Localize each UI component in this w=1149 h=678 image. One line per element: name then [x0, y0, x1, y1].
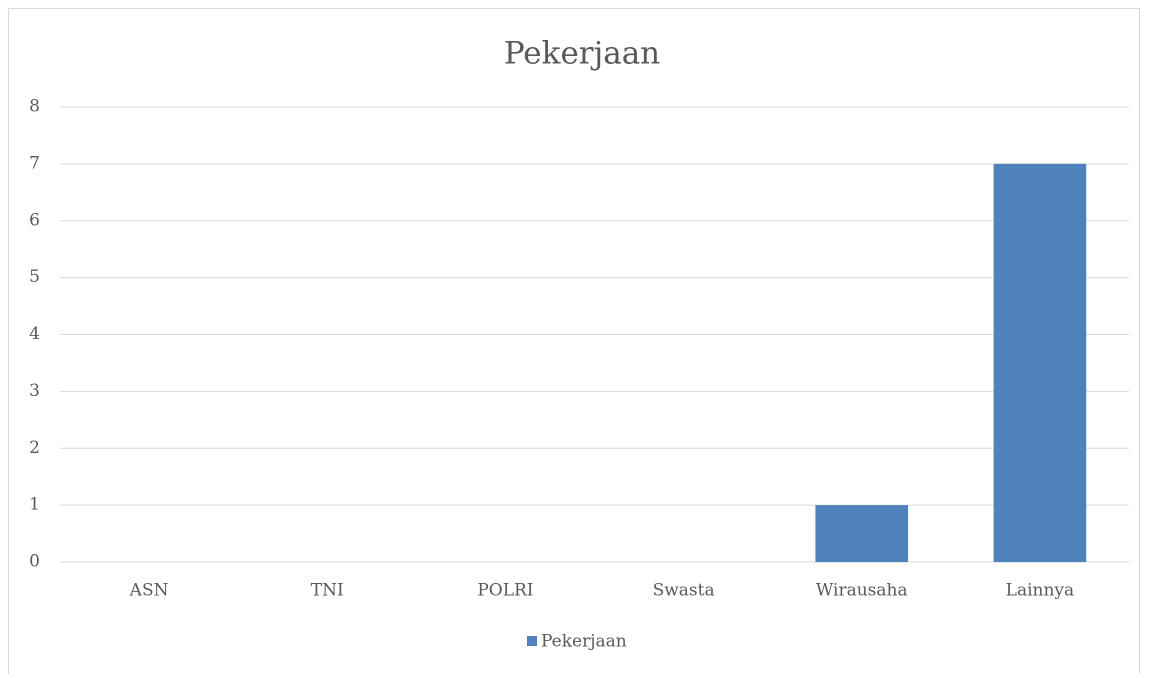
bar: [993, 163, 1087, 562]
y-tick-label: 3: [29, 381, 40, 401]
legend-swatch: [527, 636, 537, 646]
x-tick-label: POLRI: [477, 581, 533, 601]
legend-label: Pekerjaan: [541, 632, 627, 652]
x-tick-label: ASN: [129, 581, 169, 601]
chart-title: Pekerjaan: [504, 36, 660, 72]
x-tick-label: Swasta: [653, 581, 715, 601]
y-tick-label: 2: [29, 438, 40, 458]
y-tick-label: 8: [29, 97, 40, 117]
bar: [815, 505, 909, 562]
chart-frame: [8, 8, 1140, 678]
y-tick-label: 0: [29, 552, 40, 572]
y-tick-label: 6: [29, 210, 40, 230]
x-tick-label: Lainnya: [1006, 581, 1075, 601]
x-tick-label: TNI: [311, 581, 344, 601]
y-tick-label: 4: [29, 324, 40, 344]
y-tick-label: 1: [29, 495, 40, 515]
y-tick-label: 7: [29, 153, 40, 173]
y-tick-label: 5: [29, 267, 40, 287]
x-tick-label: Wirausaha: [816, 581, 908, 601]
